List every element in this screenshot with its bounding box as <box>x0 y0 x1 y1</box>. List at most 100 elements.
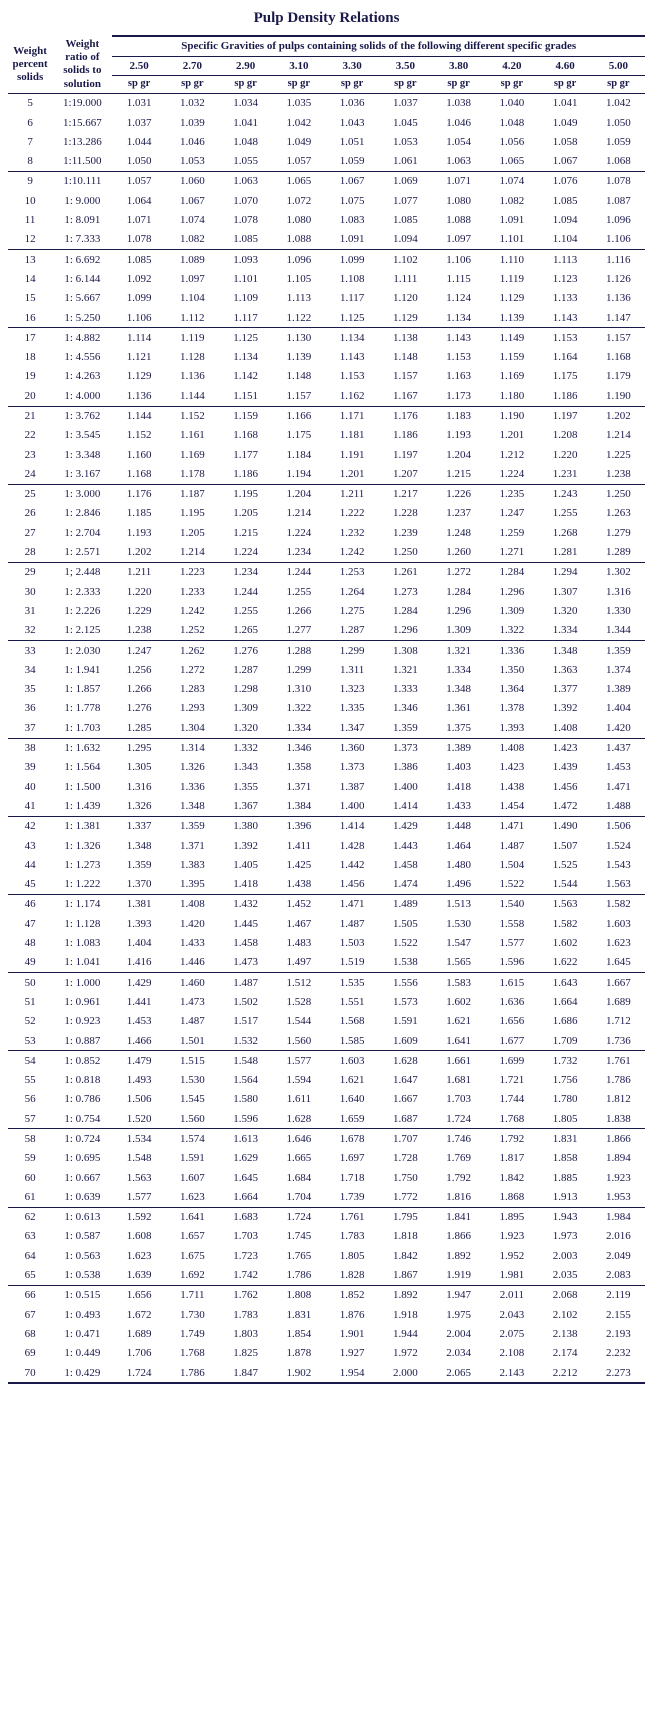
value-cell: 1.602 <box>538 934 591 953</box>
ratio-cell: 1: 0.923 <box>52 1012 112 1031</box>
value-cell: 1.183 <box>432 406 485 426</box>
value-cell: 1.041 <box>219 113 272 132</box>
table-row: 671: 0.4931.6721.7301.7831.8311.8761.918… <box>8 1305 645 1324</box>
value-cell: 1.099 <box>325 250 378 270</box>
value-cell: 1.104 <box>166 289 219 308</box>
value-cell: 1.563 <box>112 1168 165 1187</box>
value-cell: 1.215 <box>432 464 485 484</box>
table-row: 531: 0.8871.4661.5011.5321.5601.5851.609… <box>8 1031 645 1051</box>
value-cell: 1.169 <box>485 367 538 386</box>
value-cell: 1.046 <box>432 113 485 132</box>
value-cell: 1.106 <box>592 230 645 250</box>
value-cell: 1.443 <box>379 836 432 855</box>
value-cell: 1.711 <box>166 1285 219 1305</box>
value-cell: 1.721 <box>485 1071 538 1090</box>
value-cell: 1.487 <box>325 914 378 933</box>
value-cell: 1.097 <box>166 269 219 288</box>
weight-percent-cell: 47 <box>8 914 52 933</box>
value-cell: 1.039 <box>166 113 219 132</box>
value-cell: 1.296 <box>432 601 485 620</box>
value-cell: 1.761 <box>592 1051 645 1071</box>
value-cell: 1.113 <box>272 289 325 308</box>
value-cell: 1.704 <box>272 1187 325 1207</box>
value-cell: 1.051 <box>325 132 378 151</box>
value-cell: 1.067 <box>325 171 378 191</box>
value-cell: 1.176 <box>379 406 432 426</box>
value-cell: 1.512 <box>272 973 325 993</box>
value-cell: 1.195 <box>166 504 219 523</box>
value-cell: 1.628 <box>379 1051 432 1071</box>
table-row: 101: 9.0001.0641.0671.0701.0721.0751.077… <box>8 191 645 210</box>
value-cell: 1.193 <box>432 426 485 445</box>
value-cell: 1.224 <box>219 543 272 563</box>
value-cell: 1.611 <box>272 1090 325 1109</box>
value-cell: 1.088 <box>272 230 325 250</box>
weight-percent-cell: 25 <box>8 484 52 504</box>
value-cell: 1.244 <box>219 582 272 601</box>
value-cell: 1.404 <box>592 699 645 718</box>
value-cell: 1.706 <box>112 1344 165 1363</box>
weight-percent-cell: 54 <box>8 1051 52 1071</box>
value-cell: 1.892 <box>379 1285 432 1305</box>
value-cell: 1.126 <box>592 269 645 288</box>
ratio-cell: 1: 0.786 <box>52 1090 112 1109</box>
value-cell: 1.592 <box>112 1207 165 1227</box>
table-row: 241: 3.1671.1681.1781.1861.1941.2011.207… <box>8 464 645 484</box>
value-cell: 2.083 <box>592 1266 645 1286</box>
table-row: 271: 2.7041.1931.2051.2151.2241.2321.239… <box>8 523 645 542</box>
table-row: 361: 1.7781.2761.2931.3091.3221.3351.346… <box>8 699 645 718</box>
ratio-cell: 1: 0.887 <box>52 1031 112 1051</box>
value-cell: 1.144 <box>112 406 165 426</box>
value-cell: 1.238 <box>592 464 645 484</box>
value-cell: 1.078 <box>592 171 645 191</box>
value-cell: 1.952 <box>485 1246 538 1265</box>
value-cell: 1.408 <box>538 718 591 738</box>
value-cell: 1.105 <box>272 269 325 288</box>
table-row: 331: 2.0301.2471.2621.2761.2881.2991.308… <box>8 641 645 661</box>
value-cell: 1.640 <box>325 1090 378 1109</box>
value-cell: 1.164 <box>538 348 591 367</box>
ratio-cell: 1: 2.571 <box>52 543 112 563</box>
value-cell: 1.423 <box>485 758 538 777</box>
value-cell: 1.228 <box>379 504 432 523</box>
value-cell: 1.420 <box>592 718 645 738</box>
table-row: 651: 0.5381.6391.6921.7421.7861.8281.867… <box>8 1266 645 1286</box>
value-cell: 1.363 <box>538 660 591 679</box>
pulp-density-table: Weight percent solids Weight ratio of so… <box>8 35 645 1384</box>
value-cell: 1.831 <box>272 1305 325 1324</box>
value-cell: 1.400 <box>325 796 378 816</box>
ratio-cell: 1: 1.632 <box>52 738 112 758</box>
value-cell: 1.818 <box>379 1227 432 1246</box>
value-cell: 1.519 <box>325 953 378 973</box>
weight-percent-cell: 9 <box>8 171 52 191</box>
value-cell: 1.115 <box>432 269 485 288</box>
value-cell: 1.161 <box>166 426 219 445</box>
table-row: 441: 1.2731.3591.3831.4051.4251.4421.458… <box>8 855 645 874</box>
ratio-cell: 1: 1.174 <box>52 894 112 914</box>
value-cell: 1.253 <box>325 562 378 582</box>
ratio-cell: 1: 0.724 <box>52 1129 112 1149</box>
value-cell: 1.038 <box>432 93 485 113</box>
weight-percent-cell: 7 <box>8 132 52 151</box>
value-cell: 1.058 <box>538 132 591 151</box>
value-cell: 1.063 <box>432 152 485 172</box>
value-cell: 1.159 <box>485 348 538 367</box>
value-cell: 1.159 <box>219 406 272 426</box>
value-cell: 1.574 <box>166 1129 219 1149</box>
value-cell: 1.540 <box>485 894 538 914</box>
weight-percent-cell: 36 <box>8 699 52 718</box>
value-cell: 1.049 <box>272 132 325 151</box>
value-cell: 1.248 <box>432 523 485 542</box>
value-cell: 1.097 <box>432 230 485 250</box>
value-cell: 1.467 <box>272 914 325 933</box>
value-cell: 1.064 <box>112 191 165 210</box>
value-cell: 1.530 <box>166 1071 219 1090</box>
value-cell: 1.129 <box>485 289 538 308</box>
value-cell: 1.866 <box>592 1129 645 1149</box>
value-cell: 1.109 <box>219 289 272 308</box>
weight-percent-cell: 20 <box>8 386 52 406</box>
value-cell: 1.762 <box>219 1285 272 1305</box>
table-row: 691: 0.4491.7061.7681.8251.8781.9271.972… <box>8 1344 645 1363</box>
value-cell: 1.383 <box>166 855 219 874</box>
value-cell: 1.181 <box>325 426 378 445</box>
